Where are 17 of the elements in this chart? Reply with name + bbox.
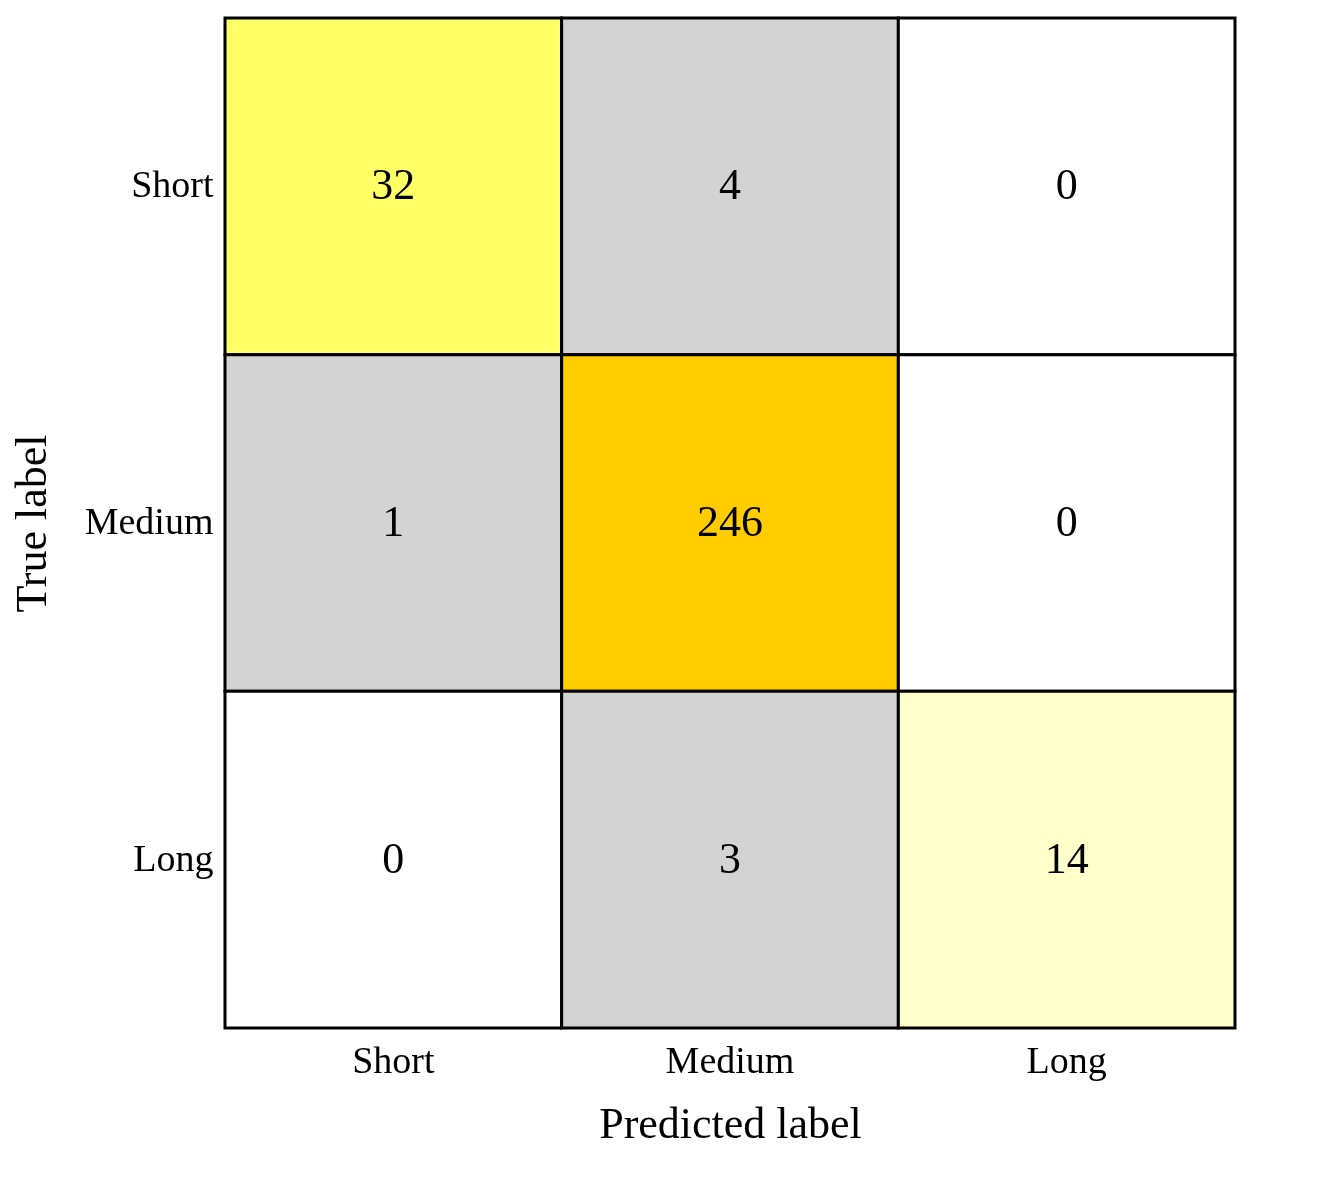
y-tick-label: Short [131,163,214,206]
y-tick-label: Long [133,836,214,879]
data-label: 246 [697,497,763,546]
data-label: 0 [1055,497,1078,546]
y-tick-label: Medium [84,500,214,542]
x-axis-title: Predicted label [599,1098,862,1148]
x-tick-label: Long [1026,1038,1107,1081]
data-label: 0 [1055,160,1078,210]
data-label: 14 [1044,833,1089,883]
data-label: 3 [719,833,741,883]
x-tick-label: Short [352,1038,435,1081]
x-tick-label: Medium [665,1038,795,1081]
data-label: 32 [371,160,416,210]
data-label: 0 [382,833,405,883]
data-label: 4 [719,160,741,210]
data-label: 1 [382,497,405,546]
y-axis-title: True label [6,434,56,613]
